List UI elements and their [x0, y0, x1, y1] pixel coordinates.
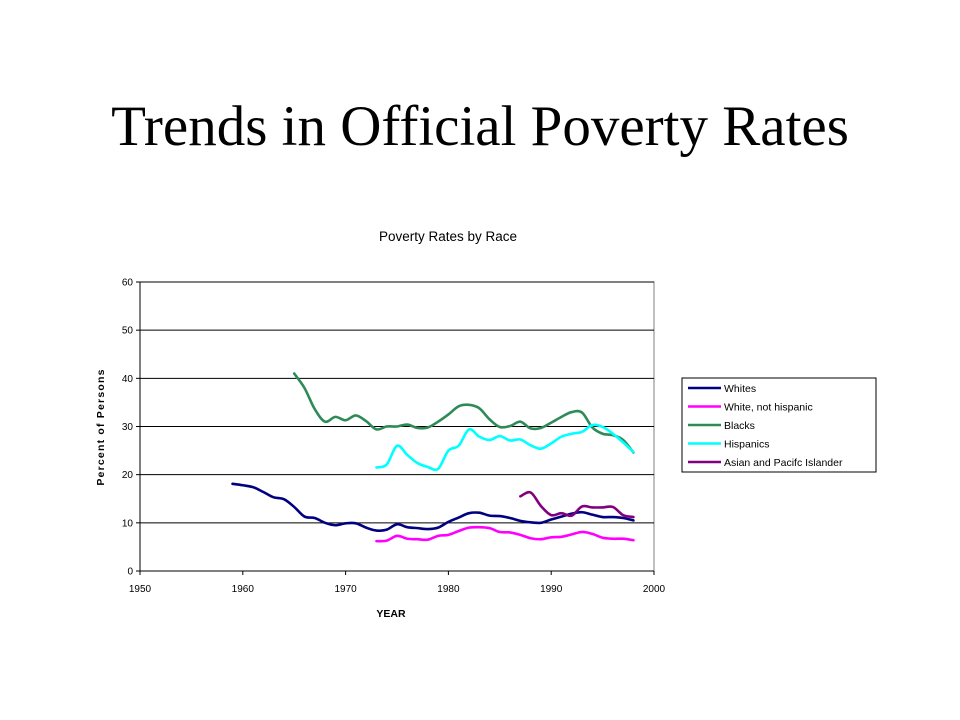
y-tick-label: 30 — [122, 422, 134, 433]
x-tick-label: 1970 — [334, 584, 357, 595]
x-tick-label: 1950 — [129, 584, 152, 595]
legend: Whites White, not hispanic Blacks Hispanics… — [681, 377, 877, 473]
series-line-hispanics — [375, 423, 635, 472]
y-tick-label: 40 — [122, 374, 134, 385]
y-tick-label: 60 — [122, 278, 134, 289]
y-tick-label: 20 — [122, 470, 134, 481]
series-lines — [231, 372, 635, 543]
x-tick-label: 2000 — [643, 584, 666, 595]
chart-title: Poverty Rates by Race — [379, 229, 517, 244]
legend-label-blacks: Blacks — [724, 420, 755, 432]
slide-title: Trends in Official Poverty Rates — [111, 95, 849, 158]
series-line-white-not-hispanic — [375, 525, 635, 543]
x-tick-label: 1990 — [540, 584, 563, 595]
y-tick-label: 10 — [122, 518, 134, 529]
y-axis-label: Percent of Persons — [95, 368, 107, 485]
legend-label-whites: Whites — [724, 383, 756, 395]
y-axis-ticks: 0 10 20 30 40 50 60 — [122, 278, 140, 578]
series-line-blacks — [292, 372, 635, 454]
x-tick-label: 1980 — [437, 584, 460, 595]
legend-label-hispanics: Hispanics — [724, 439, 770, 451]
legend-box — [681, 377, 877, 473]
legend-label-asian-and-pacifc-islander: Asian and Pacifc Islander — [724, 457, 843, 469]
legend-label-white-not-hispanic: White, not hispanic — [724, 402, 813, 414]
y-tick-label: 0 — [127, 567, 133, 578]
x-axis-label: YEAR — [376, 608, 406, 620]
x-tick-label: 1960 — [232, 584, 255, 595]
y-tick-label: 50 — [122, 326, 134, 337]
x-axis-ticks: 1950 1960 1970 1980 1990 2000 — [129, 282, 666, 595]
series-line-asian-and-pacifc-islander — [519, 490, 635, 519]
